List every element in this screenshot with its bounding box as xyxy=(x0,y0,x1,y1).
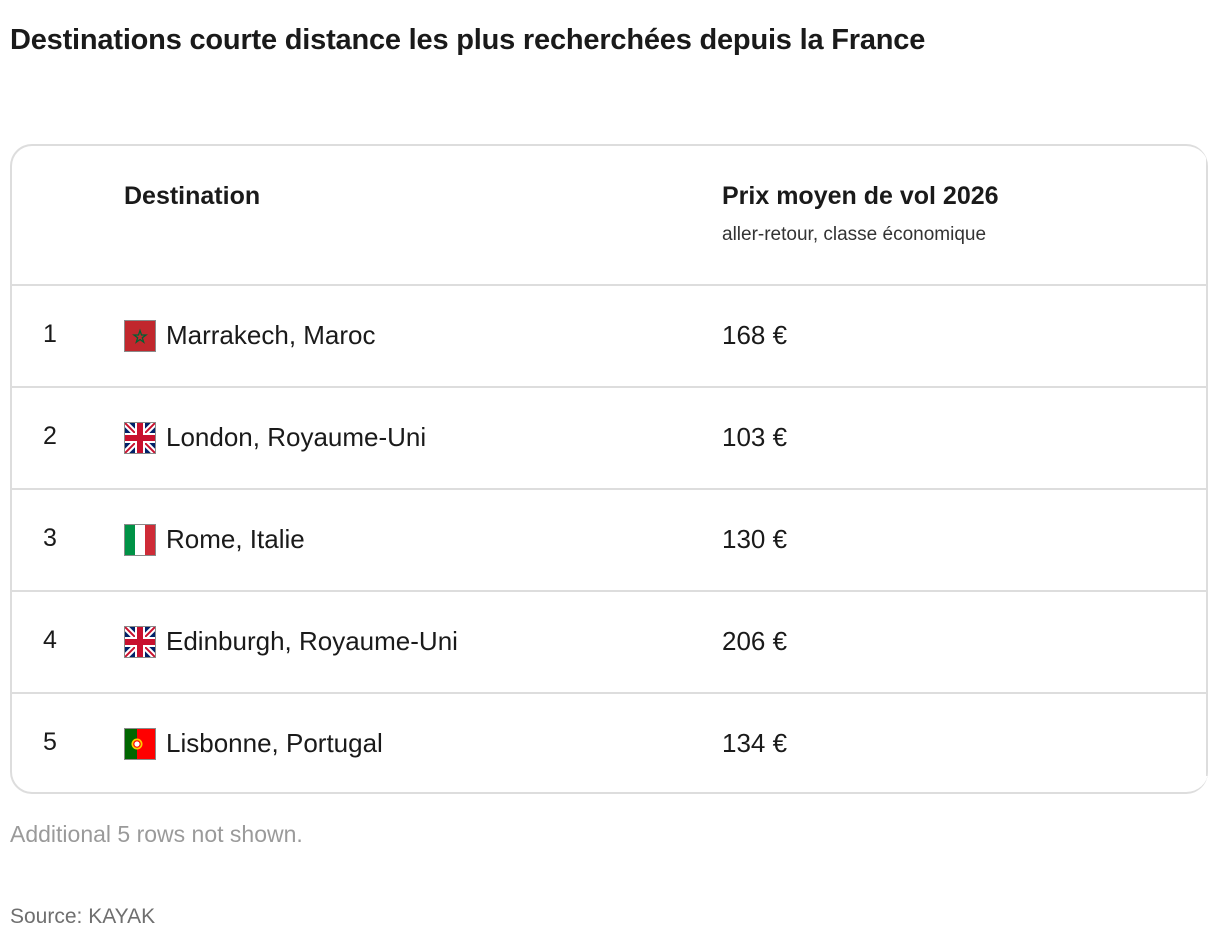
destination-name: London, Royaume-Uni xyxy=(166,422,427,452)
table-row: 5 Lisbonne, Portugal 134 € xyxy=(12,694,1208,792)
rows-hidden-note: Additional 5 rows not shown. xyxy=(10,821,303,847)
destinations-table: Destination Prix moyen de vol 2026 aller… xyxy=(10,144,1208,794)
row-rank: 1 xyxy=(43,320,57,348)
destination-name: Lisbonne, Portugal xyxy=(166,728,383,758)
destination-name: Rome, Italie xyxy=(166,524,305,554)
destination-name: Marrakech, Maroc xyxy=(166,320,376,350)
row-rank: 3 xyxy=(43,524,57,552)
uk-flag-icon xyxy=(124,422,156,454)
average-price: 130 € xyxy=(722,524,788,554)
table-header-row: Destination Prix moyen de vol 2026 aller… xyxy=(12,146,1208,286)
morocco-flag-icon xyxy=(124,320,156,352)
destination-name: Edinburgh, Royaume-Uni xyxy=(166,626,458,656)
average-price: 134 € xyxy=(722,728,788,758)
italy-flag-icon xyxy=(124,524,156,556)
uk-flag-icon xyxy=(124,626,156,658)
column-header-destination: Destination xyxy=(124,182,261,210)
row-rank: 2 xyxy=(43,422,57,450)
source-credit: Source: KAYAK xyxy=(10,905,156,928)
table-row: 4 Edinburgh, Royaume-Uni 206 € xyxy=(12,592,1208,694)
row-rank: 5 xyxy=(43,728,57,756)
page-title: Destinations courte distance les plus re… xyxy=(10,24,926,56)
average-price: 103 € xyxy=(722,422,788,452)
column-header-price: Prix moyen de vol 2026 xyxy=(722,182,999,210)
table-row: 2 London, Royaume-Uni 103 € xyxy=(12,388,1208,490)
portugal-flag-icon xyxy=(124,728,156,760)
row-rank: 4 xyxy=(43,626,57,654)
table-row: 3 Rome, Italie 130 € xyxy=(12,490,1208,592)
average-price: 168 € xyxy=(722,320,788,350)
average-price: 206 € xyxy=(722,626,788,656)
column-subheader-price: aller-retour, classe économique xyxy=(722,224,987,245)
table-row: 1 Marrakech, Maroc 168 € xyxy=(12,286,1208,388)
